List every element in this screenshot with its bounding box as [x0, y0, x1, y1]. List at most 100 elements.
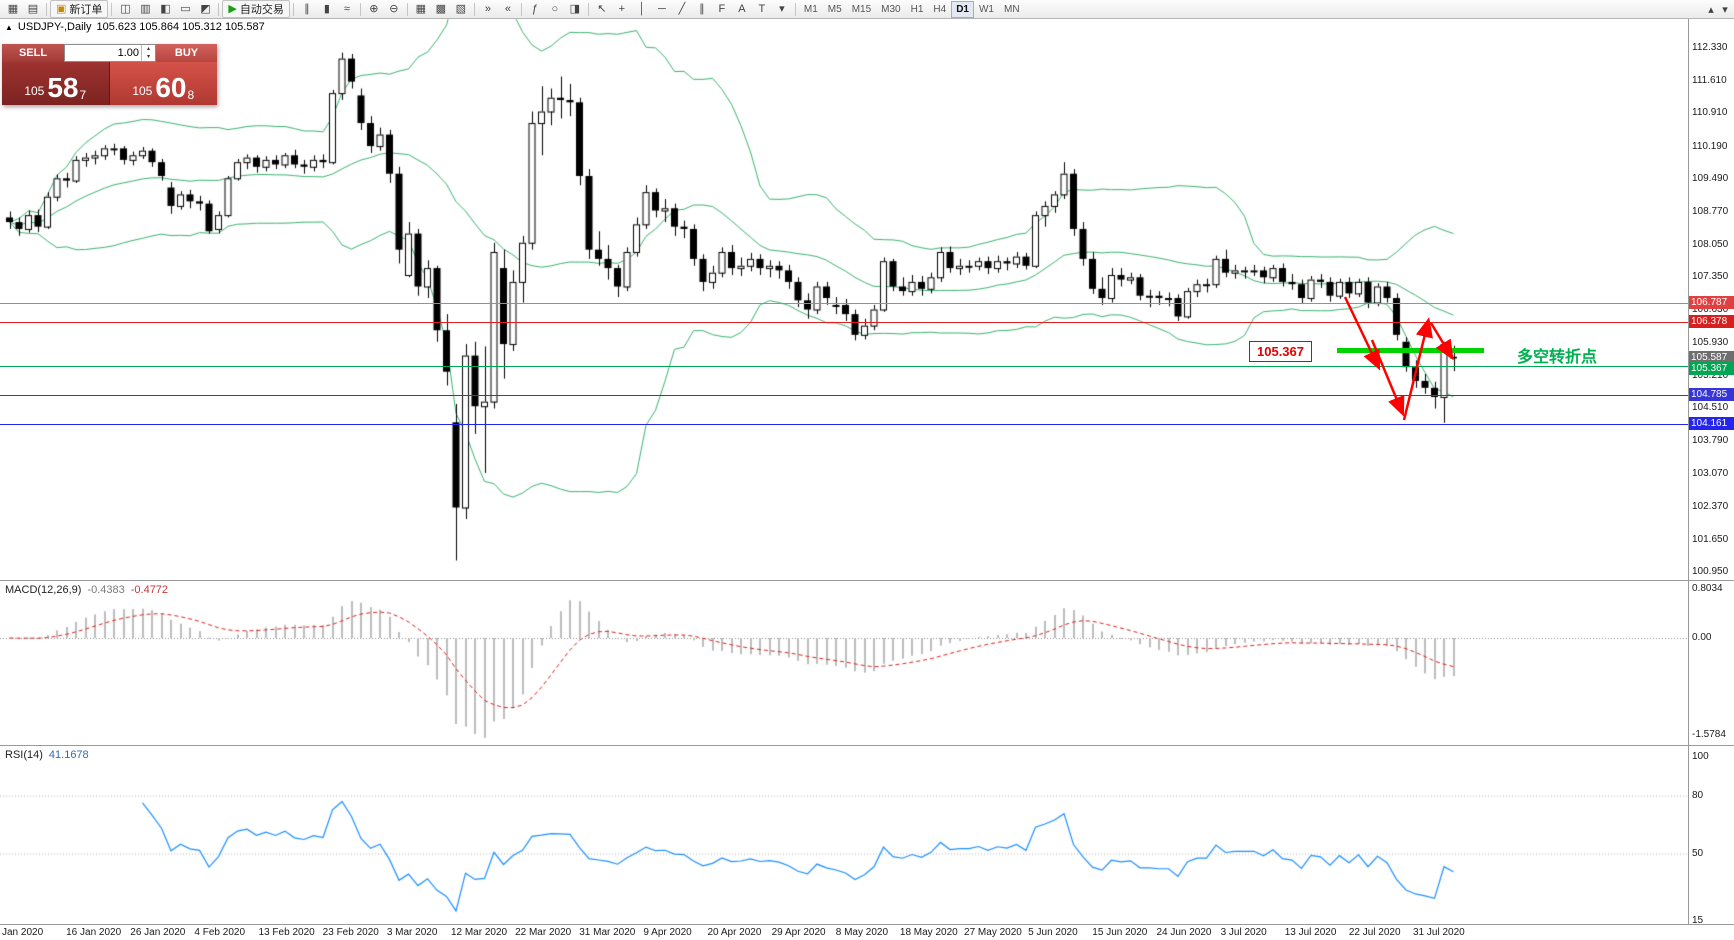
timeframe-h1-button[interactable]: H1 [910, 3, 924, 15]
market-watch-button[interactable]: ◫ [115, 0, 135, 18]
toolbar-overflow-up-button[interactable]: ▴ [1704, 1, 1718, 19]
caret-up-icon: ▴ [1708, 4, 1714, 16]
macd-scale-label: -1.5784 [1692, 729, 1726, 740]
volume-input[interactable]: 1.00 ▴ ▾ [64, 44, 156, 62]
buy-price-pip: 8 [187, 88, 195, 102]
date-label: 13 Jul 2020 [1284, 927, 1337, 938]
volume-down-icon[interactable]: ▾ [146, 54, 150, 60]
turning-point-segment[interactable] [1337, 348, 1484, 353]
panel-separator-rsi[interactable] [0, 745, 1734, 746]
indicators-button[interactable]: ƒ [525, 0, 545, 18]
time-axis[interactable]: Jan 2020 16 Jan 2020 26 Jan 2020 4 Feb 2020… [0, 925, 1688, 940]
tile-windows-button[interactable]: ▦ [411, 0, 431, 18]
price-grid-label: 101.650 [1692, 533, 1729, 545]
rsi-indicator-label: RSI(14) 41.1678 [5, 749, 89, 761]
chart-shift-icon: « [504, 3, 511, 15]
zoom-out-icon: ⊖ [389, 3, 399, 15]
date-label: 3 Mar 2020 [386, 927, 438, 938]
fibonacci-icon: F [718, 3, 726, 15]
turning-point-annotation[interactable]: 多空转折点 [1517, 349, 1598, 366]
timeframe-m15-button[interactable]: M15 [851, 3, 872, 15]
timeframe-h4-button[interactable]: H4 [933, 3, 947, 15]
market-watch-icon: ◫ [120, 3, 131, 15]
data-window-button[interactable]: ▥ [135, 0, 155, 18]
timeframe-m30-button[interactable]: M30 [881, 3, 901, 15]
horizontal-line-button[interactable]: ─ [652, 0, 672, 18]
support-line-green[interactable] [0, 365, 1688, 367]
price-axis[interactable]: 112.330 111.610 110.910 110.190 109.490 108.7… [1688, 19, 1734, 926]
volume-up-icon[interactable]: ▴ [146, 46, 150, 52]
toolbar-overflow: ▴ ▾ [1704, 1, 1732, 19]
price-tag: 104.161 [1688, 417, 1734, 431]
buy-price-button[interactable]: 105 60 8 [109, 62, 217, 105]
sell-price-button[interactable]: 105 58 7 [2, 62, 110, 105]
chart-shift-button[interactable]: « [498, 0, 518, 18]
timeframe-d1-button[interactable]: D1 [951, 0, 974, 18]
chart-ohlc-values: 105.623 105.864 105.312 105.587 [96, 21, 265, 33]
price-axis-border [1688, 19, 1689, 925]
line-chart-button[interactable]: ≈ [337, 0, 357, 18]
chart-area[interactable] [0, 19, 1688, 925]
volume-value[interactable]: 1.00 [117, 47, 139, 59]
date-label: 20 Apr 2020 [707, 927, 762, 938]
fibonacci-button[interactable]: F [712, 0, 732, 18]
timeframe-w1-button[interactable]: W1 [978, 3, 994, 15]
strategy-tester-icon: ◩ [200, 3, 211, 15]
resistance-line-2[interactable] [0, 322, 1688, 324]
crosshair-button[interactable]: + [612, 0, 632, 18]
cursor-button[interactable]: ↖ [592, 0, 612, 18]
toolbar-overflow-down-button[interactable]: ▾ [1718, 1, 1732, 19]
zoom-in-button[interactable]: ⊕ [364, 0, 384, 18]
turning-point-price-label[interactable]: 105.367 [1249, 341, 1312, 362]
rsi-scale-label: 50 [1692, 847, 1704, 859]
date-label: 12 Mar 2020 [450, 927, 508, 938]
toolbar-separator [218, 2, 220, 16]
support-line-blue-1[interactable] [0, 395, 1688, 397]
autotrade-button[interactable]: ▶ 自动交易 [222, 0, 290, 18]
timeframe-mn-button[interactable]: MN [1003, 3, 1020, 15]
vertical-line-button[interactable]: │ [632, 0, 652, 18]
arrows-button[interactable]: ▾ [772, 0, 792, 18]
price-grid-label: 108.050 [1692, 239, 1729, 251]
sell-button[interactable]: SELL [2, 44, 64, 62]
new-chart-button[interactable]: ▦ [3, 0, 23, 18]
macd-value: -0.4383 [87, 584, 125, 596]
date-label: 5 Jun 2020 [1028, 927, 1078, 938]
text-button[interactable]: A [732, 0, 752, 18]
zoom-in-icon: ⊕ [369, 3, 379, 15]
navigator-button[interactable]: ◧ [155, 0, 175, 18]
candlestick-chart-button[interactable]: ▮ [317, 0, 337, 18]
buy-button[interactable]: BUY [156, 44, 217, 62]
timeframe-m1-button[interactable]: M1 [803, 3, 818, 15]
bar-chart-button[interactable]: ∥ [297, 0, 317, 18]
terminal-button[interactable]: ▭ [175, 0, 195, 18]
price-grid-label: 103.070 [1692, 468, 1729, 480]
resistance-line-1[interactable] [0, 303, 1688, 305]
periods-button[interactable]: ○ [545, 0, 565, 18]
support-line-blue-2[interactable] [0, 424, 1688, 426]
trendline-button[interactable]: ╱ [672, 0, 692, 18]
price-grid-label: 103.790 [1692, 435, 1729, 447]
equidistant-channel-button[interactable]: ∥ [692, 0, 712, 18]
timeframe-m5-button[interactable]: M5 [827, 3, 842, 15]
templates-button[interactable]: ◨ [565, 0, 585, 18]
zoom-out-button[interactable]: ⊖ [384, 0, 404, 18]
price-grid-label: 104.510 [1692, 402, 1729, 414]
text-label-button[interactable]: T [752, 0, 772, 18]
autotrade-label: 自动交易 [239, 4, 284, 16]
rsi-name: RSI(14) [5, 749, 43, 761]
auto-scroll-button[interactable]: » [478, 0, 498, 18]
panel-separator-macd[interactable] [0, 580, 1734, 581]
date-label: 24 Jun 2020 [1156, 927, 1212, 938]
toolbar-separator [359, 2, 361, 16]
price-tag: 105.367 [1688, 361, 1734, 375]
cascade-windows-button[interactable]: ▩ [431, 0, 451, 18]
profiles-button[interactable]: ▤ [23, 0, 43, 18]
strategy-tester-button[interactable]: ◩ [195, 0, 215, 18]
date-label: 22 Mar 2020 [515, 927, 572, 938]
panel-separator-time[interactable] [0, 924, 1734, 925]
new-order-label: 新订单 [69, 4, 103, 16]
arrange-windows-button[interactable]: ▧ [451, 0, 471, 18]
new-order-button[interactable]: ▣ 新订单 [50, 0, 109, 18]
